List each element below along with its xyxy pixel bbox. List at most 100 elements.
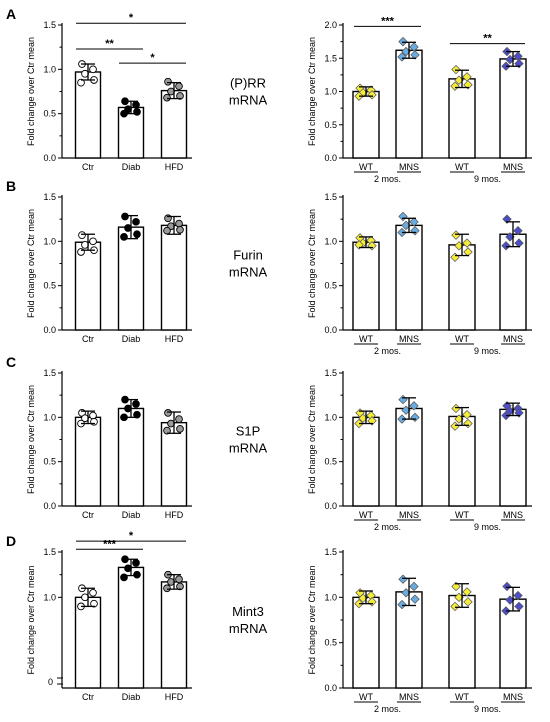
panel-a-right-bar-1 [352,90,380,159]
panel-b-left-ytick-label: 1.5 [43,192,56,202]
panel-b-right-ytick-label: 0.5 [324,281,337,291]
panel-c-left-point [133,410,141,419]
panel-a-right-point [409,42,419,52]
panel-a-right-xtick-label: WT [359,162,373,172]
gene-sublabel-d: mRNA [229,621,268,636]
panel-b-left-ytick-label: 0.5 [43,281,56,291]
panel-c-left-bar-3 [160,421,188,507]
panel-a-right-group-label: 9 mos. [474,174,501,184]
panel-a-left-point [132,100,140,109]
panel-c-left-ytick-label: 0.0 [43,501,56,511]
panel-c-left-point [175,415,183,423]
panel-a-left-ytick-label: 0.5 [43,109,56,119]
panel-b-left-point [176,225,184,234]
panel-d-left-point [89,588,97,597]
panel-d-right-bar-1 [352,596,380,689]
panel-d-right-point [450,601,460,612]
panel-b-right-xtick-label: MNS [503,334,523,344]
panel-d-left-significance-label: *** [103,538,117,550]
panel-a-left-xtick-label: Diab [122,162,141,172]
panel-b-right-point [501,241,511,251]
panel-b-left-point [78,231,86,239]
panel-b-left-bar-3 [160,224,188,331]
panel-a-left-point [163,93,171,102]
panel-b-right-bar-4 [499,233,527,331]
panel-b-right-group-label: 9 mos. [474,346,501,356]
panel-d-left-xtick-label: Ctr [82,692,94,702]
panel-d-left-xtick-label: Diab [122,692,141,702]
panel-c-right-xtick-label: MNS [503,510,523,520]
panel-d-right-point [502,581,512,592]
panel-d-left-ytick-label: 0 [48,677,53,687]
panel-d-left-significance-label: * [129,530,134,542]
panel-a-right-ytick-label: 1.0 [324,87,337,97]
panel-c-right-point [398,394,408,405]
panel-a-left-point [164,77,172,86]
panel-a-right-point [367,90,377,100]
panel-d-left-xtick-label: HFD [165,692,184,702]
panel-a-left-point [175,82,183,91]
panel-a-right-group-label: 2 mos. [374,174,401,184]
panel-c-right-group-label: 9 mos. [474,522,501,532]
panel-b-right-point [410,225,420,236]
panel-c-left-point [164,409,172,417]
panel-b-left-bar-2 [117,226,145,331]
panel-c-left-point [163,426,171,435]
panel-d-right-point [462,587,472,597]
panel-a-left-bar-3 [160,89,188,159]
panel-a-right-xtick-label: WT [455,162,469,172]
panel-a-left-point [77,78,85,87]
panel-d-right-group-label: 9 mos. [474,704,501,714]
panel-a-right-point [397,52,407,62]
panel-b-left-xtick-label: Diab [122,334,141,344]
panel-c-right-xtick-label: WT [359,510,373,520]
panel-d-right-xtick-label: WT [359,692,373,702]
panel-b-right-group-label: 2 mos. [374,346,401,356]
panel-c-right-ytick-label: 1.0 [324,412,337,422]
panel-a-left-ylabel: Fold change over Ctr mean [26,37,36,146]
panel-a-left-xtick-label: Ctr [82,162,94,172]
panel-b-left-bar-1 [74,241,102,331]
panel-b-left-xtick-label: HFD [165,334,184,344]
panel-d-left-point [163,584,171,593]
gene-sublabel-b: mRNA [229,265,268,280]
panel-d-left-bar-1 [74,596,102,689]
panel-b-right-bar-2 [395,224,423,331]
panel-d-right-xtick-label: MNS [503,692,523,702]
panel-a-left-significance-label: ** [105,38,114,50]
panel-b-left-point [133,230,141,239]
panel-b-right-ytick-label: 1.0 [324,236,337,246]
panel-c-right-ytick-label: 1.5 [324,368,337,378]
panel-a-right-ytick-label: 1.5 [324,53,337,63]
panel-b-right-point [451,230,461,240]
panel-b-left-xtick-label: Ctr [82,334,94,344]
panel-d-left-point [176,582,184,591]
panel-b-right-bar-1 [352,241,380,331]
panel-c-right-point [451,403,461,414]
panel-d-right-group-label: 2 mos. [374,704,401,714]
panel-b-left-point [121,212,129,221]
panel-c-right-bar-2 [395,407,423,507]
panel-c-right-bar-3 [448,415,476,507]
panel-c-right-ytick-label: 0.0 [324,501,337,511]
panel-c-left-point [89,411,97,420]
panel-c-left-point [176,425,184,433]
panel-b-left-point [163,226,171,235]
panel-d-left-ytick-label: 1.5 [43,547,56,557]
panel-a-right-bar-3 [448,78,476,159]
panel-d-right-point [397,599,407,610]
panel-c-left-point [132,400,140,408]
panel-b-right-point [409,217,419,227]
panel-a-left-xtick-label: HFD [165,162,184,172]
panel-a-right-ytick-label: 0.0 [324,153,337,163]
panel-letter-d: D [6,533,16,549]
panel-c-right-xtick-label: WT [455,510,469,520]
panel-d-left-point [175,575,183,584]
panel-a-right-point [398,36,408,47]
panel-a-right-ytick-label: 2.0 [324,20,337,30]
gene-label-b: Furin [233,248,263,263]
panel-d-right-ytick-label: 0.0 [324,683,337,693]
panel-c-right-group-label: 2 mos. [374,522,401,532]
panel-b-left-ytick-label: 1.0 [43,236,56,246]
